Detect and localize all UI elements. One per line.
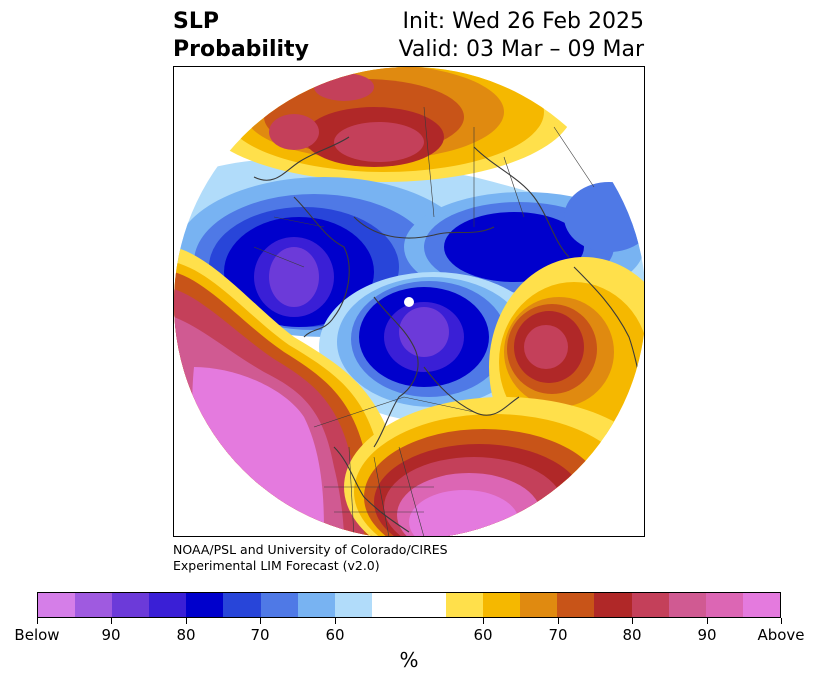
- colorbar-swatch: [149, 593, 187, 617]
- colorbar-tick: [335, 618, 336, 624]
- plot-title-dates: Init: Wed 26 Feb 2025 Valid: 03 Mar – 09…: [399, 8, 644, 64]
- map-svg: [174, 67, 644, 536]
- colorbar-tick-label: 60: [325, 626, 345, 644]
- colorbar-swatch: [371, 593, 409, 617]
- credit-line2: Experimental LIM Forecast (v2.0): [173, 558, 380, 573]
- colorbar-swatch: [631, 593, 669, 617]
- colorbar-swatch: [260, 593, 298, 617]
- colorbar-tick-label: 80: [622, 626, 642, 644]
- colorbar-tick-label: 60: [473, 626, 493, 644]
- colorbar-swatch: [223, 593, 261, 617]
- colorbar-swatch: [408, 593, 447, 617]
- probability-shading: [174, 67, 644, 536]
- colorbar-tick-label: 90: [101, 626, 121, 644]
- probability-map: [173, 66, 645, 537]
- init-date: Init: Wed 26 Feb 2025: [402, 9, 644, 34]
- colorbar-swatch: [446, 593, 484, 617]
- colorbar-swatch: [594, 593, 632, 617]
- colorbar-tick: [111, 618, 112, 624]
- title-variable-line2: Probability: [173, 37, 309, 62]
- colorbar-swatch: [705, 593, 743, 617]
- colorbar-tick: [707, 618, 708, 624]
- colorbar-units: %: [399, 648, 419, 672]
- credit-text: NOAA/PSL and University of Colorado/CIRE…: [173, 542, 448, 574]
- title-variable-line1: SLP: [173, 9, 219, 34]
- colorbar-swatch: [557, 593, 595, 617]
- colorbar-tick: [781, 618, 782, 624]
- colorbar-tick-label: 80: [176, 626, 196, 644]
- colorbar-tick-label: Above: [757, 626, 805, 644]
- colorbar-swatch: [186, 593, 224, 617]
- colorbar-swatch: [38, 593, 76, 617]
- colorbar-tick: [37, 618, 38, 624]
- colorbar-tick: [483, 618, 484, 624]
- colorbar-swatch: [334, 593, 372, 617]
- colorbar-tick-label: 90: [697, 626, 717, 644]
- colorbar-swatch: [520, 593, 558, 617]
- colorbar-swatch: [112, 593, 150, 617]
- colorbar-tick: [186, 618, 187, 624]
- colorbar-swatch: [297, 593, 335, 617]
- colorbar: [37, 592, 781, 618]
- colorbar-tick: [558, 618, 559, 624]
- colorbar-swatch: [483, 593, 521, 617]
- colorbar-tick-label: 70: [250, 626, 270, 644]
- colorbar-tick: [632, 618, 633, 624]
- colorbar-tick: [260, 618, 261, 624]
- credit-line1: NOAA/PSL and University of Colorado/CIRE…: [173, 542, 448, 557]
- colorbar-swatch: [668, 593, 706, 617]
- valid-date: Valid: 03 Mar – 09 Mar: [398, 37, 644, 62]
- colorbar-tick-label: 70: [548, 626, 568, 644]
- colorbar-swatch: [75, 593, 113, 617]
- colorbar-tick-label: Below: [14, 626, 60, 644]
- plot-title-variable: SLP Probability: [173, 8, 309, 64]
- colorbar-swatch: [742, 593, 780, 617]
